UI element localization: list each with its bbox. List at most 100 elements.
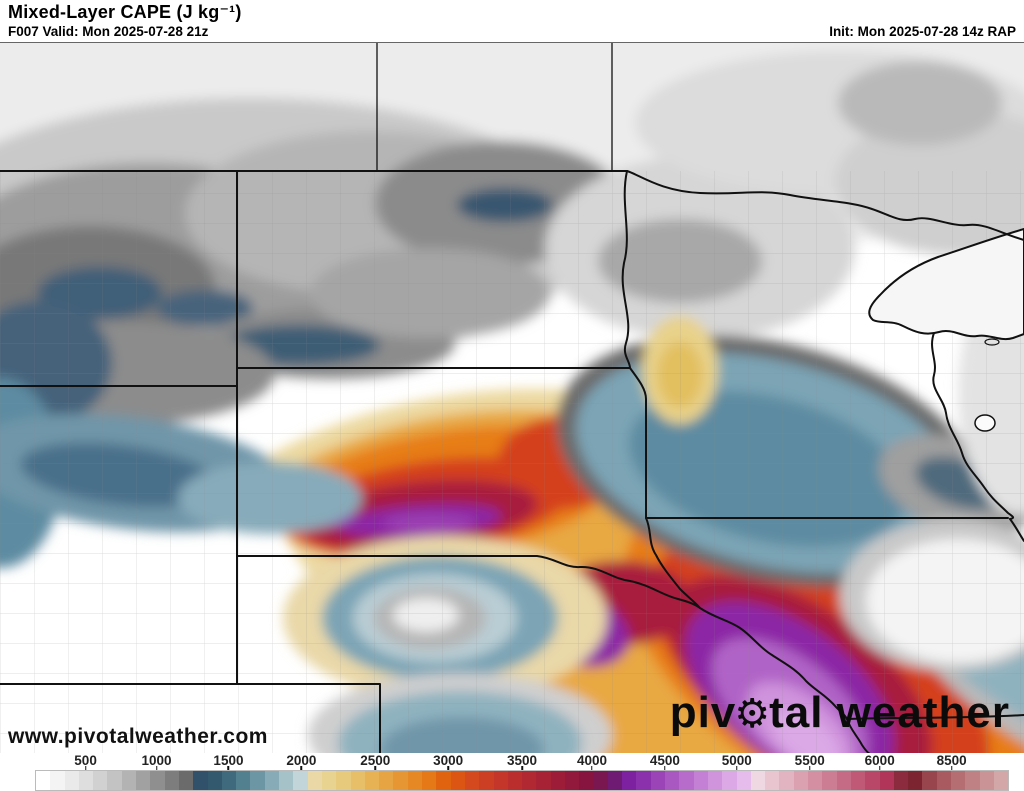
- colorbar-cell: [636, 771, 651, 790]
- colorbar-cell: [765, 771, 780, 790]
- colorbar-cell: [536, 771, 551, 790]
- logo-text-left: piv: [669, 688, 737, 737]
- colorbar-tick-label: 2500: [360, 753, 391, 768]
- mille-lacs-lake: [974, 414, 996, 432]
- colorbar-cell: [507, 771, 523, 790]
- colorbar-tick-marks: [36, 766, 1008, 771]
- pivotal-weather-logo: piv ⚙ tal weather: [670, 691, 1010, 735]
- colorbar-cell: [279, 771, 294, 790]
- colorbar-cells: [35, 770, 1009, 791]
- colorbar-cell: [450, 771, 465, 790]
- colorbar-cell: [178, 771, 194, 790]
- colorbar-tick-label: 8500: [936, 753, 967, 768]
- colorbar-tick-label: 4500: [649, 753, 680, 768]
- state-borders: [0, 43, 1024, 754]
- forecast-valid-time: F007 Valid: Mon 2025-07-28 21z: [8, 24, 209, 39]
- colorbar-cell: [793, 771, 809, 790]
- colorbar-tick-label: 3000: [433, 753, 464, 768]
- colorbar-tick-label: 6000: [864, 753, 895, 768]
- colorbar-cell: [236, 771, 251, 790]
- colorbar-cell: [951, 771, 966, 790]
- colorbar-cell: [679, 771, 694, 790]
- lake-superior: [868, 227, 1024, 346]
- colorbar-cell: [622, 771, 637, 790]
- colorbar-cell: [922, 771, 937, 790]
- header: Mixed-Layer CAPE (J kg⁻¹) F007 Valid: Mo…: [0, 0, 1024, 42]
- colorbar-cell: [221, 771, 237, 790]
- colorbar-cell: [665, 771, 680, 790]
- colorbar-cell: [836, 771, 851, 790]
- colorbar-cell: [407, 771, 423, 790]
- colorbar-cell: [908, 771, 923, 790]
- colorbar-cell: [607, 771, 623, 790]
- colorbar-cell: [207, 771, 222, 790]
- colorbar-cell: [393, 771, 408, 790]
- colorbar-cell: [693, 771, 708, 790]
- colorbar-cell: [36, 771, 51, 790]
- colorbar-cell: [593, 771, 608, 790]
- colorbar-cell: [121, 771, 137, 790]
- colorbar-cell: [78, 771, 94, 790]
- colorbar-cell: [50, 771, 65, 790]
- colorbar-cell: [264, 771, 280, 790]
- colorbar-cell: [136, 771, 151, 790]
- colorbar-cell: [479, 771, 494, 790]
- colorbar-cell: [379, 771, 394, 790]
- map-title: Mixed-Layer CAPE (J kg⁻¹): [8, 2, 242, 22]
- colorbar-cell: [293, 771, 308, 790]
- colorbar-cell: [965, 771, 980, 790]
- colorbar-cell: [750, 771, 766, 790]
- colorbar-cell: [879, 771, 894, 790]
- colorbar-cell: [722, 771, 737, 790]
- colorbar-cell: [321, 771, 337, 790]
- colorbar-tick-label: 500: [74, 753, 97, 768]
- colorbar-cell: [307, 771, 322, 790]
- colorbar-cell: [436, 771, 451, 790]
- colorbar-cell: [193, 771, 208, 790]
- colorbar-cell: [564, 771, 580, 790]
- cape-map-svg: [0, 43, 1024, 754]
- model-init-time: Init: Mon 2025-07-28 14z RAP: [829, 24, 1016, 39]
- colorbar-cell: [808, 771, 823, 790]
- colorbar-cell: [850, 771, 866, 790]
- colorbar-cell: [464, 771, 480, 790]
- colorbar-cell: [250, 771, 265, 790]
- watermark: www.pivotalweather.com: [8, 725, 268, 748]
- colorbar-tick-label: 2000: [286, 753, 317, 768]
- colorbar-cell: [150, 771, 165, 790]
- colorbar-cell: [93, 771, 108, 790]
- colorbar-tick-label: 5500: [794, 753, 825, 768]
- colorbar-cell: [64, 771, 79, 790]
- colorbar-cell: [865, 771, 880, 790]
- colorbar-cell: [579, 771, 594, 790]
- gear-icon: ⚙: [734, 692, 772, 736]
- colorbar-cell: [936, 771, 951, 790]
- colorbar-cell: [522, 771, 537, 790]
- colorbar-cell: [707, 771, 723, 790]
- colorbar-cell: [822, 771, 837, 790]
- colorbar-cell: [164, 771, 179, 790]
- colorbar-cell: [893, 771, 909, 790]
- colorbar-cell: [107, 771, 122, 790]
- colorbar-tick-label: 4000: [576, 753, 607, 768]
- colorbar-cell: [779, 771, 794, 790]
- colorbar: 500 1000 1500 2000 2500 3000 3500 4000 4500 5000 5…: [0, 753, 1024, 791]
- logo-text-right: tal weather: [769, 688, 1010, 737]
- colorbar-cell: [422, 771, 437, 790]
- colorbar-tick-label: 3500: [506, 753, 538, 768]
- colorbar-cell: [364, 771, 380, 790]
- colorbar-tick-label: 1000: [141, 753, 172, 768]
- colorbar-tick-labels: 500 1000 1500 2000 2500 3000 3500 4000 4500 5000 5…: [36, 753, 1008, 770]
- cape-map: www.pivotalweather.com piv ⚙ tal weather: [0, 42, 1024, 754]
- colorbar-cell: [650, 771, 666, 790]
- colorbar-cell: [350, 771, 365, 790]
- colorbar-tick-label: 5000: [721, 753, 752, 768]
- colorbar-tick-label: 1500: [213, 753, 244, 768]
- colorbar-cell: [979, 771, 994, 790]
- colorbar-cell: [336, 771, 351, 790]
- colorbar-cell: [550, 771, 565, 790]
- county-grid: [0, 171, 1024, 754]
- colorbar-cell: [993, 771, 1009, 790]
- colorbar-cell: [493, 771, 508, 790]
- colorbar-cell: [736, 771, 751, 790]
